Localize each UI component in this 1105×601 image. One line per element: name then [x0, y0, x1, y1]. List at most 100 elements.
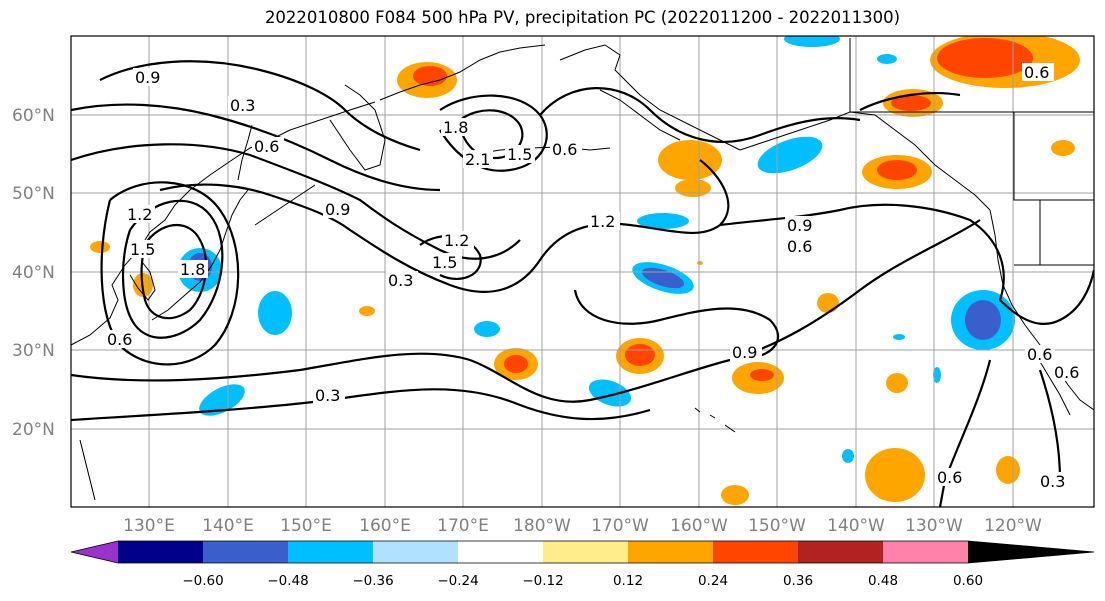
contour-label-bg — [323, 200, 355, 218]
colorbar-segment — [373, 541, 458, 563]
contour-label: 0.6 — [254, 137, 279, 156]
contour-label-bg — [785, 216, 817, 234]
map-frame — [70, 35, 1095, 508]
colorbar-tick-label: 0.60 — [953, 573, 983, 589]
colorbar-segment — [203, 541, 288, 563]
coastline — [151, 189, 249, 321]
precip-blob — [817, 293, 839, 313]
precip-blob — [199, 384, 245, 416]
precip-blob — [588, 379, 632, 407]
lon-label: 140°W — [827, 516, 885, 536]
colorbar: −0.60 −0.48 −0.36 −0.24 −0.12 0.12 0.24 … — [70, 540, 1095, 589]
precip-blob — [757, 136, 823, 174]
coastline — [739, 111, 991, 211]
lon-label: 170°E — [437, 516, 489, 536]
colorbar-segment — [543, 541, 628, 563]
precip-blob — [965, 300, 1001, 340]
colorbar-segment — [713, 541, 798, 563]
coastline — [71, 101, 376, 346]
lat-label: 40°N — [12, 263, 55, 283]
contour-label: 0.3 — [315, 386, 340, 405]
colorbar-tick-label: 0.48 — [868, 573, 898, 589]
contour-label: 1.5 — [130, 240, 155, 259]
colorbar-segment — [968, 541, 1094, 563]
contour-line — [99, 60, 421, 152]
contour-label: 0.3 — [1040, 472, 1065, 491]
contour-label-bg — [935, 468, 967, 486]
precip-blob — [933, 367, 941, 383]
coastline — [329, 84, 386, 171]
contour-label-bg — [1052, 363, 1082, 381]
precip-blob — [359, 306, 375, 316]
lon-label: 150°W — [748, 516, 806, 536]
colorbar-segment — [458, 541, 543, 563]
contour-label-bg — [441, 118, 471, 136]
coastline — [129, 261, 156, 301]
contour-label-bg — [442, 231, 474, 249]
colorbar-segment — [118, 541, 203, 563]
lon-label: 170°W — [591, 516, 649, 536]
colorbar-segment — [288, 541, 373, 563]
lon-label: 120°W — [984, 516, 1042, 536]
contour-line — [419, 235, 482, 280]
coastline — [237, 124, 253, 181]
contour-label-bg — [252, 137, 284, 155]
contour-label: 1.2 — [127, 205, 152, 224]
contour-label-bg — [505, 145, 535, 163]
contour-label: 1.5 — [432, 253, 457, 272]
contour-label: 0.3 — [230, 96, 255, 115]
coastline — [599, 89, 681, 141]
contour-label: 0.6 — [107, 330, 132, 349]
precip-blob — [697, 261, 703, 265]
colorbar-tick-label: −0.24 — [437, 573, 478, 589]
precip-blob — [675, 179, 711, 197]
precip-blob — [865, 448, 925, 502]
precip-blob — [937, 38, 1033, 78]
precip-blob — [842, 449, 854, 463]
lon-label: 140°E — [202, 516, 254, 536]
contour-line — [539, 87, 861, 143]
colorbar-tick-label: 0.24 — [698, 573, 728, 589]
contour-label: 1.8 — [180, 260, 205, 279]
colorbar-tick-label: −0.12 — [522, 573, 563, 589]
contour-label-bg — [550, 140, 582, 158]
contour-label: 0.6 — [1024, 63, 1049, 82]
contour-label: 1.2 — [590, 212, 615, 231]
contour-line — [573, 289, 780, 360]
contour-label: 1.2 — [444, 231, 469, 250]
precip-blob — [1051, 140, 1075, 156]
precip-blob — [893, 334, 905, 340]
contour-label-bg — [1022, 63, 1054, 81]
contour-line — [159, 159, 730, 293]
contour-label-bg — [430, 253, 462, 271]
precip-blob — [877, 54, 897, 64]
contour-label-bg — [133, 68, 165, 86]
lon-label: 180°W — [513, 516, 571, 536]
colorbar-segment — [71, 541, 118, 563]
contour-label: 0.3 — [388, 271, 413, 290]
longitude-labels: 130°E 140°E 150°E 160°E 170°E 180°W 170°… — [123, 516, 1042, 536]
contour-label-bg — [463, 150, 493, 168]
latitude-labels: 60°N 50°N 40°N 30°N 20°N — [12, 106, 55, 440]
precip-blob — [413, 66, 447, 86]
precip-blob — [891, 95, 931, 111]
contour-label-bg — [125, 205, 155, 223]
contour-line — [719, 203, 1005, 301]
precip-blob — [258, 291, 292, 335]
contour-line — [140, 224, 208, 320]
border-line — [849, 38, 1094, 266]
precip-blob — [886, 373, 908, 393]
contour-label-bg — [313, 386, 345, 404]
lon-label: 160°W — [670, 516, 728, 536]
lat-label: 20°N — [12, 420, 55, 440]
contour-label-bg — [730, 343, 762, 361]
contour-label-bg — [178, 260, 208, 278]
lat-label: 50°N — [12, 184, 55, 204]
contour-line — [859, 92, 961, 111]
contour-label-bg — [1038, 472, 1070, 490]
map-gridlines — [71, 36, 1094, 507]
pv-contours — [71, 60, 1094, 507]
contour-label: 0.6 — [552, 140, 577, 159]
lat-label: 60°N — [12, 106, 55, 126]
precip-blob — [641, 267, 685, 289]
